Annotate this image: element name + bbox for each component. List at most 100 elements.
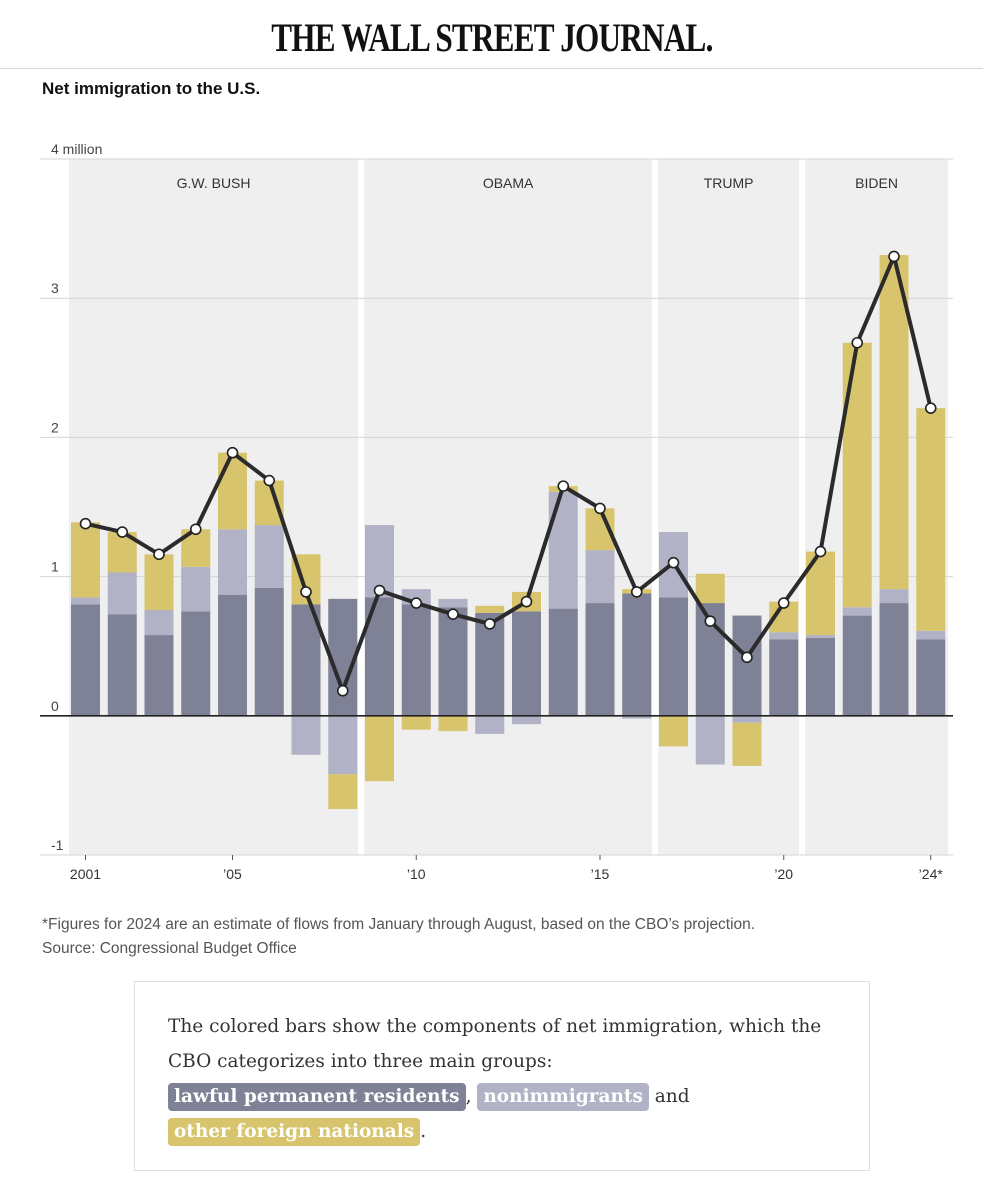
bar-lawful-permanent-residents bbox=[107, 614, 137, 716]
net-immigration-point bbox=[447, 608, 459, 620]
bar-nonimmigrants bbox=[254, 525, 284, 588]
net-immigration-point bbox=[814, 545, 827, 558]
legend-period: . bbox=[420, 1121, 427, 1142]
legend-row-2: other foreign nationals. bbox=[168, 1114, 837, 1149]
net-immigration-point bbox=[704, 615, 717, 627]
bar-nonimmigrants bbox=[475, 715, 505, 734]
net-immigration-point bbox=[667, 556, 680, 569]
bar-nonimmigrants bbox=[512, 715, 541, 725]
net-immigration-point bbox=[630, 586, 643, 598]
legend-row-1: lawful permanent residents, nonimmigrant… bbox=[168, 1079, 837, 1114]
bar-nonimmigrants bbox=[548, 491, 578, 609]
net-immigration-point bbox=[924, 402, 937, 414]
legend-chip-lawful-permanent-residents: lawful permanent residents bbox=[168, 1083, 466, 1111]
legend-intro: The colored bars show the components of … bbox=[168, 1016, 822, 1037]
net-immigration-point bbox=[263, 474, 276, 487]
bar-nonimmigrants bbox=[328, 715, 358, 775]
bar-other-foreign-nationals bbox=[475, 605, 505, 613]
legend-and: and bbox=[654, 1086, 690, 1107]
era-label: OBAMA bbox=[483, 175, 534, 191]
chart: G.W. BUSH OBAMA TRUMP BIDEN -1 0 1 2 3 4 million 2… bbox=[40, 141, 953, 882]
net-immigration-line bbox=[83, 254, 933, 693]
net-immigration-point bbox=[851, 336, 864, 349]
era-label: G.W. BUSH bbox=[177, 175, 251, 191]
bar-nonimmigrants bbox=[438, 598, 468, 608]
bar-lawful-permanent-residents bbox=[622, 593, 652, 716]
bar-other-foreign-nationals bbox=[71, 522, 100, 598]
bar-other-foreign-nationals bbox=[879, 255, 909, 590]
era-panel bbox=[658, 159, 800, 855]
bar-nonimmigrants bbox=[218, 529, 247, 595]
bar-other-foreign-nationals bbox=[695, 573, 725, 604]
bar-other-foreign-nationals bbox=[144, 554, 174, 611]
era-label: TRUMP bbox=[704, 175, 754, 191]
bar-other-foreign-nationals bbox=[365, 715, 394, 782]
bar-nonimmigrants bbox=[585, 550, 615, 604]
y-tick-label: 3 bbox=[51, 280, 59, 296]
net-immigration-point bbox=[557, 480, 570, 492]
net-immigration-point bbox=[594, 502, 606, 515]
wsj-logo[interactable]: THE WALL STREET JOURNAL. bbox=[270, 15, 713, 60]
era-panel bbox=[364, 159, 653, 855]
net-immigration-point bbox=[410, 597, 423, 609]
y-tick-label: -1 bbox=[51, 837, 64, 853]
bar-nonimmigrants bbox=[622, 715, 652, 719]
bar-nonimmigrants bbox=[806, 635, 835, 638]
bar-nonimmigrants bbox=[71, 597, 100, 605]
bar-lawful-permanent-residents bbox=[218, 594, 247, 716]
net-immigration-point bbox=[373, 584, 386, 597]
bar-other-foreign-nationals bbox=[401, 715, 431, 730]
bar-nonimmigrants bbox=[916, 630, 946, 640]
bar-other-foreign-nationals bbox=[328, 774, 358, 810]
x-tick-label: ’20 bbox=[774, 866, 793, 882]
bar-other-foreign-nationals bbox=[218, 452, 247, 530]
legend-chip-nonimmigrants: nonimmigrants bbox=[477, 1083, 649, 1111]
chart-title: Net immigration to the U.S. bbox=[42, 79, 261, 98]
net-immigration-point bbox=[336, 684, 349, 697]
y-tick-label: 2 bbox=[51, 419, 59, 435]
net-immigration-point bbox=[888, 250, 900, 263]
bar-nonimmigrants bbox=[181, 566, 211, 612]
y-tick-label: 0 bbox=[51, 698, 59, 714]
bar-nonimmigrants bbox=[842, 607, 872, 616]
net-immigration-point bbox=[300, 586, 312, 598]
bar-lawful-permanent-residents bbox=[659, 597, 688, 716]
footnote: *Figures for 2024 are an estimate of flo… bbox=[42, 913, 755, 961]
source-note: Source: Congressional Budget Office bbox=[42, 940, 297, 957]
x-tick-label: ’15 bbox=[591, 866, 610, 882]
era-label: BIDEN bbox=[855, 175, 898, 191]
bar-other-foreign-nationals bbox=[916, 408, 946, 631]
net-immigration-point bbox=[741, 651, 753, 664]
legend-intro-2: CBO categorizes into three main groups: bbox=[168, 1051, 553, 1072]
legend-comma: , bbox=[465, 1086, 472, 1107]
bar-lawful-permanent-residents bbox=[585, 603, 615, 716]
bar-nonimmigrants bbox=[732, 715, 762, 723]
net-immigration-point bbox=[153, 548, 165, 561]
net-immigration-point bbox=[483, 618, 496, 630]
net-immigration-point bbox=[226, 446, 239, 459]
estimate-note: *Figures for 2024 are an estimate of flo… bbox=[42, 916, 756, 933]
bar-lawful-permanent-residents bbox=[438, 607, 468, 716]
bar-lawful-permanent-residents bbox=[71, 604, 100, 716]
bar-lawful-permanent-residents bbox=[401, 604, 431, 716]
bar-lawful-permanent-residents bbox=[512, 611, 541, 716]
bar-lawful-permanent-residents bbox=[769, 639, 799, 716]
bar-nonimmigrants bbox=[769, 632, 799, 640]
bar-other-foreign-nationals bbox=[732, 722, 762, 766]
bar-lawful-permanent-residents bbox=[254, 587, 284, 716]
bar-lawful-permanent-residents bbox=[916, 639, 946, 716]
x-tick-label: ’10 bbox=[407, 866, 426, 882]
y-tick-label: 4 million bbox=[51, 141, 102, 157]
bar-lawful-permanent-residents bbox=[806, 637, 835, 716]
bar-lawful-permanent-residents bbox=[475, 612, 505, 716]
bar-lawful-permanent-residents bbox=[842, 615, 872, 716]
bar-nonimmigrants bbox=[291, 715, 321, 755]
bar-nonimmigrants bbox=[879, 589, 909, 604]
bar-lawful-permanent-residents bbox=[181, 611, 211, 716]
bar-lawful-permanent-residents bbox=[144, 635, 174, 716]
bar-other-foreign-nationals bbox=[842, 342, 872, 608]
net-immigration-point bbox=[79, 517, 92, 530]
bar-lawful-permanent-residents bbox=[879, 603, 909, 716]
bar-nonimmigrants bbox=[144, 610, 174, 636]
net-immigration-point bbox=[520, 595, 533, 608]
